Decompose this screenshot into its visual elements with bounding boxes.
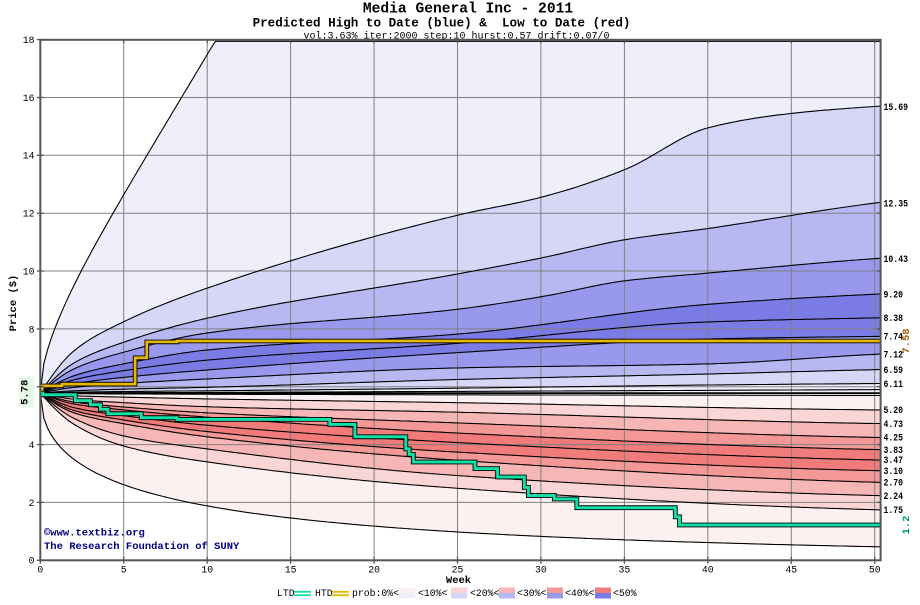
svg-text:2.70: 2.70 [884, 479, 904, 490]
svg-text:15.69: 15.69 [884, 103, 909, 114]
svg-text:10: 10 [23, 266, 35, 277]
svg-text:10: 10 [201, 565, 213, 576]
svg-text:5.78: 5.78 [20, 380, 32, 405]
svg-text:5: 5 [121, 565, 127, 576]
svg-text:12: 12 [23, 209, 35, 220]
svg-text:Week: Week [446, 575, 471, 587]
svg-text:©www.textbiz.org: ©www.textbiz.org [44, 528, 145, 540]
svg-text:2.24: 2.24 [884, 492, 904, 503]
svg-text:14: 14 [23, 151, 35, 162]
svg-text:25: 25 [452, 565, 464, 576]
svg-text:10.43: 10.43 [884, 255, 909, 266]
svg-text:6.59: 6.59 [884, 366, 904, 377]
svg-text:7.74: 7.74 [884, 333, 904, 344]
svg-text:50: 50 [869, 565, 881, 576]
svg-text:LTD: LTD [277, 588, 295, 599]
svg-text:4.73: 4.73 [884, 420, 904, 431]
svg-text:9.20: 9.20 [884, 291, 904, 302]
svg-text:1.2: 1.2 [901, 516, 913, 535]
svg-text:HTD: HTD [315, 588, 333, 599]
svg-text:<20%<: <20%< [470, 588, 500, 599]
svg-text:2: 2 [29, 498, 35, 509]
svg-text:<40%<: <40%< [565, 588, 595, 599]
svg-text:3.10: 3.10 [884, 467, 904, 478]
svg-text:18: 18 [23, 35, 35, 46]
svg-text:<30%<: <30%< [517, 588, 547, 599]
svg-text:6.11: 6.11 [884, 380, 904, 391]
svg-text:<50%: <50% [613, 588, 637, 599]
svg-text:12.35: 12.35 [884, 199, 909, 210]
svg-text:Price ($): Price ($) [8, 275, 20, 332]
svg-text:0: 0 [29, 556, 35, 567]
svg-text:The Research Foundation of SUN: The Research Foundation of SUNY [44, 541, 240, 553]
svg-text:prob:0%<: prob:0%< [352, 588, 399, 599]
svg-text:35: 35 [619, 565, 631, 576]
svg-text:7.58: 7.58 [901, 328, 913, 353]
svg-text:30: 30 [535, 565, 547, 576]
svg-text:8.38: 8.38 [884, 314, 904, 325]
svg-text:8: 8 [29, 324, 35, 335]
svg-text:7.12: 7.12 [884, 351, 904, 362]
svg-text:20: 20 [368, 565, 380, 576]
svg-text:16: 16 [23, 93, 35, 104]
svg-text:4.25: 4.25 [884, 434, 904, 445]
svg-text:4: 4 [29, 440, 35, 451]
svg-text:40: 40 [702, 565, 714, 576]
svg-text:45: 45 [785, 565, 797, 576]
svg-text:Predicted High to Date (blue): Predicted High to Date (blue) & Low to D… [253, 17, 631, 31]
svg-text:vol:3.63% iter:2000 step:10 hu: vol:3.63% iter:2000 step:10 hurst:0.57 d… [303, 30, 609, 42]
svg-text:3.47: 3.47 [884, 456, 904, 467]
svg-text:Media General Inc - 2011: Media General Inc - 2011 [363, 2, 573, 18]
svg-text:0: 0 [37, 565, 43, 576]
svg-text:<10%<: <10%< [418, 588, 448, 599]
svg-text:15: 15 [285, 565, 297, 576]
svg-text:5.20: 5.20 [884, 406, 904, 417]
svg-text:3.83: 3.83 [884, 446, 904, 457]
svg-text:1.75: 1.75 [884, 506, 904, 517]
